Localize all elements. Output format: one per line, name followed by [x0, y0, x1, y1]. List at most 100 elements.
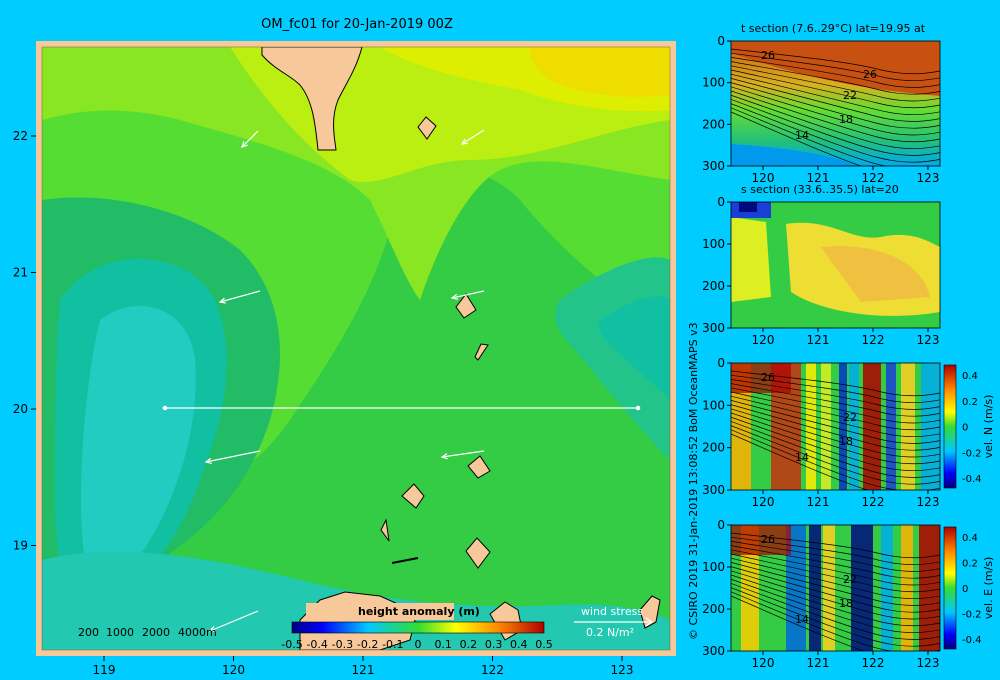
panel-x-tick-label: 123	[917, 656, 940, 670]
colorbar-tick-label: 0	[415, 638, 422, 651]
panel-field	[731, 525, 940, 651]
wind-stress-scale: 0.2 N/m²	[586, 626, 634, 639]
map-x-tick-label: 123	[611, 663, 634, 677]
panel-x-tick-label: 122	[862, 656, 885, 670]
land-masses	[261, 47, 661, 650]
panel-x-tick-label: 120	[752, 656, 775, 670]
panel-x-tick-label: 122	[862, 171, 885, 185]
panel-field	[731, 363, 940, 490]
velocity-colorbar-tick: 0.4	[962, 371, 978, 382]
panel-x-tick-label: 122	[862, 495, 885, 509]
map-y-tick-label: 22	[13, 129, 28, 143]
height-anomaly-field	[42, 47, 670, 650]
panel-y-tick-label: 200	[702, 441, 725, 455]
panel-y-tick-label: 200	[702, 602, 725, 616]
colorbar-tick-label: 0.1	[434, 638, 452, 651]
depth-label-4000: 4000m	[178, 626, 217, 639]
panel-x-tick-label: 123	[917, 171, 940, 185]
map-x-axis: 119 120 121 122 123	[93, 656, 634, 677]
panel-y-tick-label: 0	[717, 195, 725, 209]
contour-lines	[731, 370, 940, 490]
contour-label: 26	[761, 49, 775, 62]
panel-y-tick-label: 0	[717, 518, 725, 532]
wind-arrow-head	[218, 297, 227, 304]
wind-arrows	[204, 129, 485, 632]
panel-y-tick-label: 200	[702, 117, 725, 131]
wind-arrow-head	[241, 141, 248, 148]
map-y-tick-label: 21	[13, 266, 28, 280]
panel-title: t section (7.6..29°C) lat=19.95 at	[741, 22, 926, 35]
map-x-tick-label: 120	[222, 663, 245, 677]
velocity-colorbar-tick: -0.4	[962, 635, 982, 646]
wind-arrow-head	[440, 453, 448, 460]
section-panels: t section (7.6..29°C) lat=19.95 at 0 100 20…	[702, 22, 995, 670]
panel-y-tick-label: 300	[702, 483, 725, 497]
velocity-colorbar-tick: 0.2	[962, 397, 978, 408]
panel-vel_e: 0 100 200 300 120 121 122 123 26 22 18 14 0.4 0.2 0 -0.…	[702, 518, 995, 670]
wind-arrow-head	[208, 626, 217, 632]
wind-arrow	[451, 290, 485, 299]
map-y-tick-label: 20	[13, 402, 28, 416]
panel-x-tick-label: 123	[917, 495, 940, 509]
contour-label: 22	[843, 573, 857, 586]
wind-arrow	[209, 610, 259, 632]
panel-y-tick-label: 200	[702, 279, 725, 293]
panel-y-tick-label: 100	[702, 76, 725, 90]
wind-stress-label: wind stress	[581, 605, 643, 618]
panel-y-tick-label: 300	[702, 644, 725, 658]
panel-x-tick-label: 121	[807, 656, 830, 670]
colorbar-ticks: -0.5 -0.4 -0.3 -0.2 -0.1 0 0.1 0.2 0.3 0.4 0.5	[281, 638, 552, 651]
panel-x-tick-label: 121	[807, 171, 830, 185]
wind-arrow	[441, 450, 485, 458]
map-y-tick-label: 19	[13, 539, 28, 553]
panel-y-tick-label: 300	[702, 159, 725, 173]
panel-x-tick-label: 120	[752, 495, 775, 509]
colorbar-tick-label: -0.5	[281, 638, 302, 651]
depth-label-200: 200	[78, 626, 99, 639]
credit-text: © CSIRO 2019 31-Jan-2019 13:08:52 BoM Oc…	[687, 322, 700, 640]
colorbar-tick-label: -0.2	[357, 638, 378, 651]
height-anomaly-colorbar: height anomaly (m) -0.5 -0.4 -0.3 -0.2 -0.1 0…	[281, 603, 553, 651]
contour-label: 14	[795, 451, 809, 464]
colorbar-tick-label: -0.1	[382, 638, 403, 651]
panel-y-tick-label: 100	[702, 237, 725, 251]
contour-label: 26	[761, 371, 775, 384]
panel-x-tick-label: 121	[807, 333, 830, 347]
wind-arrow	[461, 129, 485, 145]
depth-legend: 200 1000 2000 4000m	[78, 626, 217, 639]
wind-arrow-head	[460, 138, 469, 145]
wind-stress-key: wind stress 0.2 N/m²	[574, 605, 654, 639]
velocity-colorbar-tick: -0.2	[962, 448, 982, 459]
wind-arrow-head	[450, 293, 458, 300]
panel-x-tick-label: 121	[807, 495, 830, 509]
contour-label: 22	[843, 89, 857, 102]
panel-x-tick-label: 122	[862, 333, 885, 347]
panel-vel_n: 0 100 200 300 120 121 122 123 26 22 18 14 0.4 0.2 0 -0.…	[702, 356, 995, 509]
main-map: OM_fc01 for 20-Jan-2019 00Z	[13, 17, 676, 677]
contour-label: 26	[761, 533, 775, 546]
velocity-colorbar	[943, 364, 957, 489]
colorbar-title: height anomaly (m)	[358, 605, 480, 618]
wind-arrow	[241, 130, 259, 148]
panel-salinity: s section (33.6..35.5) lat=20 0 100 200 300 1…	[702, 183, 941, 347]
contour-label: 22	[843, 411, 857, 424]
wind-arrow	[205, 450, 261, 463]
colorbar-tick-label: -0.4	[306, 638, 327, 651]
velocity-colorbar-label: vel. N (m/s)	[982, 395, 995, 459]
wind-arrow-head	[204, 457, 212, 465]
section-line	[162, 405, 641, 411]
contour-label: 18	[839, 597, 853, 610]
map-title: OM_fc01 for 20-Jan-2019 00Z	[261, 17, 453, 32]
colorbar-tick-label: 0.2	[460, 638, 478, 651]
velocity-colorbar-tick: -0.4	[962, 474, 982, 485]
contour-label: 14	[795, 129, 809, 142]
panel-y-tick-label: 0	[717, 34, 725, 48]
velocity-colorbar-label: vel. E (m/s)	[982, 557, 995, 620]
panel-y-tick-label: 300	[702, 321, 725, 335]
colorbar-tick-label: -0.3	[332, 638, 353, 651]
wind-arrow	[219, 290, 261, 303]
velocity-colorbar-tick: 0	[962, 584, 968, 595]
contour-label: 14	[795, 613, 809, 626]
panel-title: s section (33.6..35.5) lat=20	[741, 183, 899, 196]
